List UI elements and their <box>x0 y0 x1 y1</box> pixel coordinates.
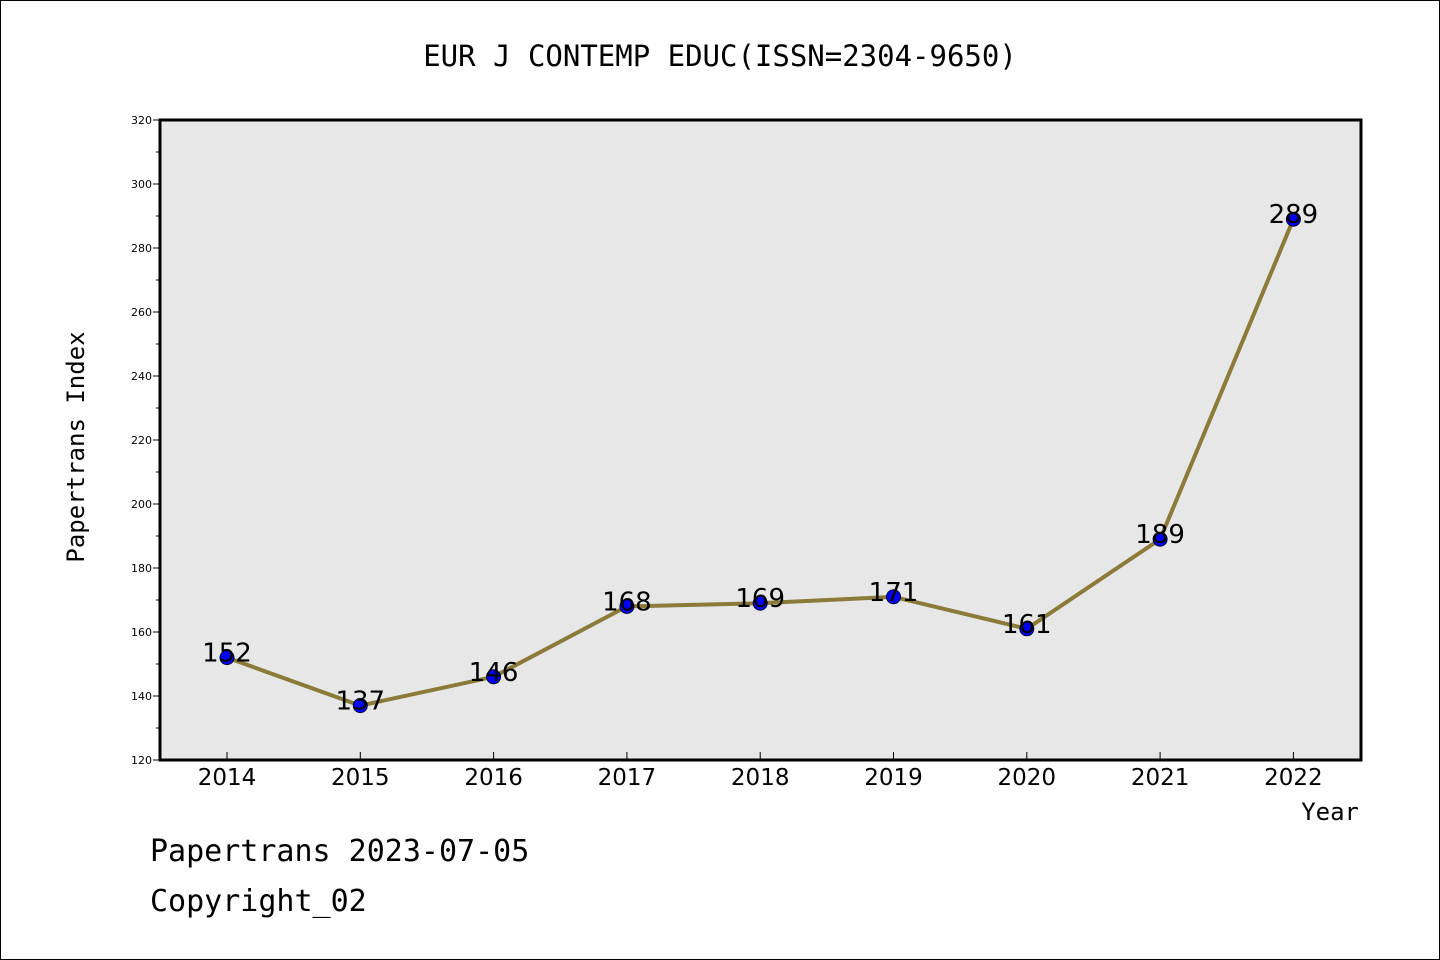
x-axis: 2014 2015 2016 2017 2018 2019 2020 2021 2022 <box>198 752 1323 791</box>
data-point <box>752 595 768 611</box>
x-tick-label: 2016 <box>464 765 523 791</box>
footer-copyright: Copyright_02 <box>150 884 367 919</box>
data-label: 168 <box>602 587 652 617</box>
data-label: 152 <box>202 639 252 669</box>
y-tick-label: 260 <box>131 306 152 319</box>
data-labels: 152 137 146 168 169 171 161 189 289 <box>202 200 1318 716</box>
data-label: 161 <box>1002 610 1052 640</box>
y-tick-label: 220 <box>131 434 152 447</box>
plot-area <box>158 118 1363 762</box>
y-tick-label: 300 <box>131 178 152 191</box>
y-tick-label: 160 <box>131 626 152 639</box>
data-label: 171 <box>869 578 919 608</box>
x-tick-label: 2017 <box>598 765 657 791</box>
y-tick-label: 200 <box>131 498 152 511</box>
x-tick-label: 2014 <box>198 765 257 791</box>
data-point <box>486 669 502 685</box>
y-tick-label: 180 <box>131 562 152 575</box>
y-tick-label: 280 <box>131 242 152 255</box>
data-point <box>886 589 901 605</box>
data-point <box>352 698 368 714</box>
y-axis: 120 140 160 180 200 220 240 260 280 300 320 <box>131 114 160 767</box>
footer-date: Papertrans 2023-07-05 <box>150 834 530 869</box>
x-tick-label: 2019 <box>864 765 923 791</box>
y-axis-label: Papertrans Index <box>62 331 90 562</box>
x-tick-label: 2021 <box>1131 765 1190 791</box>
x-tick-label: 2022 <box>1264 765 1323 791</box>
y-tick-label: 120 <box>131 754 152 767</box>
data-point <box>619 598 635 614</box>
x-tick-label: 2020 <box>998 765 1057 791</box>
data-point <box>1285 211 1301 227</box>
data-label: 137 <box>335 687 385 717</box>
chart-title: EUR J CONTEMP EDUC(ISSN=2304-9650) <box>423 39 1017 73</box>
data-label: 189 <box>1135 520 1185 550</box>
y-tick-label: 240 <box>131 370 152 383</box>
data-label: 146 <box>469 658 519 688</box>
data-label: 169 <box>735 584 785 614</box>
data-point <box>1019 621 1035 637</box>
x-tick-label: 2015 <box>331 765 390 791</box>
y-tick-label: 140 <box>131 690 152 703</box>
data-point <box>1152 531 1168 547</box>
data-label: 289 <box>1269 200 1319 230</box>
data-point <box>219 650 235 666</box>
x-axis-label: Year <box>1301 798 1359 826</box>
y-tick-label: 320 <box>131 114 152 127</box>
series <box>219 211 1301 714</box>
x-tick-label: 2018 <box>731 765 790 791</box>
